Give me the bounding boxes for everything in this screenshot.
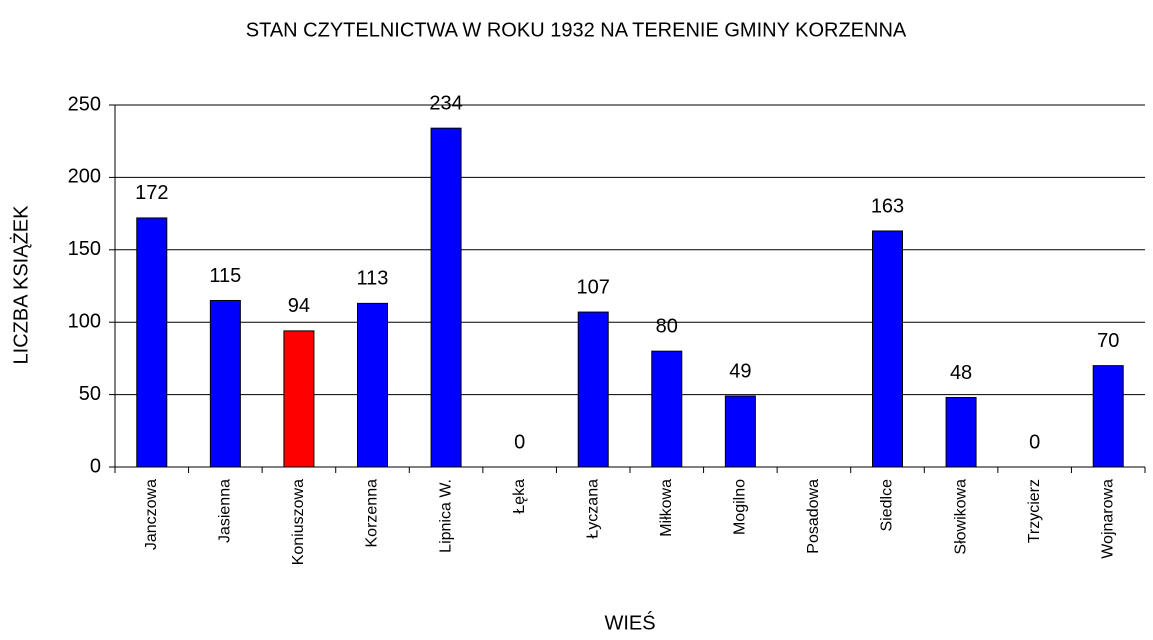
x-tick-label: Miłkowa: [658, 479, 675, 537]
x-tick-label: Jasienna: [217, 479, 234, 543]
y-tick-label: 50: [79, 383, 101, 405]
bar: [430, 127, 462, 468]
data-label: 49: [729, 360, 751, 382]
y-tick-label: 0: [90, 455, 101, 477]
x-tick-label: Korzenna: [364, 479, 381, 548]
bar: [283, 330, 315, 468]
data-label: 163: [871, 195, 904, 217]
bar: [945, 396, 977, 468]
bar: [136, 217, 168, 468]
data-label: 70: [1097, 330, 1119, 352]
data-label: 94: [288, 295, 310, 317]
y-tick-label: 250: [68, 93, 101, 115]
bar: [357, 302, 388, 468]
data-label: 234: [429, 92, 462, 114]
x-axis-label: WIEŚ: [604, 610, 655, 634]
x-tick-label: Janczowa: [143, 479, 160, 550]
x-tick-label: Łęka: [511, 479, 528, 514]
x-tick-label: Wojnarowa: [1099, 479, 1116, 559]
data-label: 80: [656, 315, 678, 337]
data-label: 0: [514, 431, 525, 453]
data-label: 48: [950, 362, 972, 384]
data-label: 115: [209, 265, 241, 287]
bar: [577, 311, 609, 468]
y-tick-label: 100: [68, 310, 101, 332]
chart-title: STAN CZYTELNICTWA W ROKU 1932 NA TERENIE…: [246, 19, 907, 41]
x-tick-label: Siedlce: [879, 479, 896, 532]
x-tick-label: Słowikowa: [952, 479, 969, 555]
bar: [209, 299, 241, 468]
data-label: 172: [135, 182, 168, 204]
data-label: 0: [1029, 431, 1040, 453]
x-tick-label: Lipnica W.: [437, 479, 454, 553]
x-tick-label: Łyczana: [584, 479, 601, 539]
bar: [872, 230, 903, 468]
bar: [724, 395, 756, 468]
data-label: 113: [357, 268, 389, 290]
x-tick-label: Koniuszowa: [290, 479, 307, 565]
bar: [1092, 365, 1124, 468]
y-tick-label: 150: [68, 238, 101, 260]
y-axis-label: LICZBA KSIĄŻEK: [9, 205, 32, 365]
x-tick-label: Mogilno: [732, 479, 749, 535]
x-tick-label: Trzycierz: [1026, 479, 1043, 543]
y-tick-label: 200: [68, 166, 101, 188]
x-tick-label: Posadowa: [805, 479, 822, 554]
data-label: 107: [577, 276, 610, 298]
bar: [651, 350, 683, 468]
